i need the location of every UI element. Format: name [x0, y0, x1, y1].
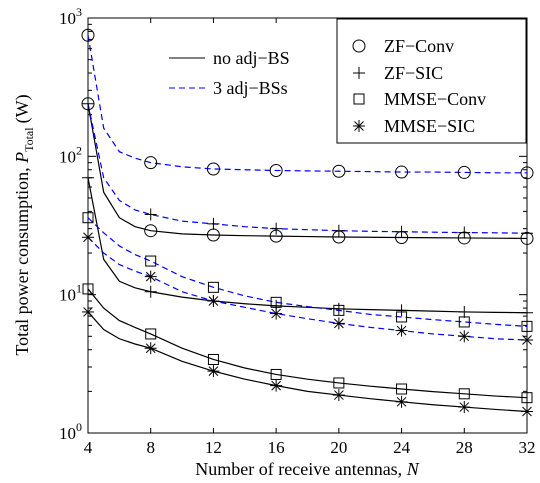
data-point-zf-sic-solid-n24 — [395, 304, 408, 317]
data-point-mmse-conv-solid-n8 — [145, 328, 157, 340]
x-tick-label: 16 — [268, 438, 285, 457]
data-point-zf-sic-solid-n8 — [144, 285, 157, 298]
legend-label-mmse-sic: MMSE−SIC — [384, 116, 475, 136]
data-point-zf-sic-dashed-n4 — [82, 97, 94, 110]
data-point-mmse-sic-dashed-n12 — [207, 294, 220, 307]
series-line-mmse-sic-dashed — [87, 236, 528, 341]
legend-marker-plus-icon — [353, 67, 365, 79]
data-point-mmse-sic-solid-n24 — [395, 395, 408, 408]
data-point-mmse-sic-solid-n32 — [521, 405, 533, 418]
marker-legend-box — [336, 18, 527, 144]
data-point-mmse-sic-dashed-n8 — [144, 270, 157, 283]
plot-area — [87, 17, 528, 434]
x-axis: 4 8 12 16 20 24 28 32 — [84, 18, 536, 457]
y-tick-label: 103 — [59, 5, 82, 28]
x-tick-label: 4 — [84, 438, 93, 457]
series-line-zf-conv-dashed — [87, 35, 527, 174]
data-point-zf-conv-dashed-n24 — [395, 165, 409, 179]
data-point-zf-conv-dashed-n20 — [332, 164, 346, 178]
data-point-mmse-conv-solid-n16 — [270, 368, 282, 380]
x-axis-label: Number of receive antennas, N — [195, 459, 419, 479]
legend-label-mmse-conv: MMSE−Conv — [384, 89, 486, 109]
data-point-zf-conv-dashed-n32 — [520, 166, 534, 180]
data-point-zf-sic-dashed-n12 — [207, 217, 220, 230]
y-tick-label: 100 — [59, 420, 82, 443]
data-point-zf-conv-dashed-n4 — [81, 28, 95, 42]
legend-label-dashed: 3 adj−BSs — [213, 78, 288, 98]
series-line-mmse-conv-solid — [87, 288, 528, 399]
data-point-mmse-conv-solid-n4 — [82, 283, 94, 295]
x-tick-label: 8 — [146, 438, 155, 457]
data-point-mmse-sic-dashed-n16 — [270, 307, 283, 320]
data-point-zf-sic-dashed-n20 — [332, 224, 345, 237]
data-point-mmse-sic-solid-n16 — [270, 379, 283, 392]
data-point-mmse-conv-dashed-n4 — [82, 212, 94, 224]
data-point-zf-sic-solid-n20 — [332, 302, 345, 315]
data-point-mmse-conv-dashed-n28 — [458, 316, 470, 328]
data-point-mmse-conv-solid-n28 — [458, 388, 470, 400]
legend-marker-square-icon — [353, 93, 365, 105]
y-tick-label: 102 — [59, 143, 82, 166]
data-point-zf-sic-dashed-n32 — [521, 227, 533, 240]
x-tick-label: 32 — [519, 438, 536, 457]
data-point-mmse-conv-dashed-n8 — [145, 255, 157, 267]
data-point-mmse-sic-dashed-n4 — [82, 231, 94, 244]
data-point-mmse-sic-dashed-n20 — [332, 317, 345, 330]
data-point-mmse-sic-dashed-n24 — [395, 324, 408, 337]
data-point-zf-sic-solid-n32 — [521, 306, 533, 319]
legend-label-zf-sic: ZF−SIC — [384, 63, 443, 83]
data-point-mmse-conv-dashed-n12 — [207, 281, 219, 293]
data-point-zf-conv-solid-n8 — [144, 224, 158, 238]
marker-layer — [81, 28, 534, 418]
line-style-legend: no adj−BS 3 adj−BSs — [169, 48, 290, 98]
data-point-zf-sic-dashed-n24 — [395, 225, 408, 238]
x-tick-label: 20 — [330, 438, 347, 457]
series-line-mmse-conv-dashed — [87, 217, 528, 327]
y-axis: 100 101 102 103 — [59, 5, 527, 443]
data-point-zf-sic-solid-n28 — [458, 305, 471, 318]
data-point-mmse-conv-solid-n12 — [207, 353, 219, 365]
data-point-mmse-sic-solid-n8 — [144, 342, 157, 355]
data-point-zf-sic-dashed-n8 — [144, 208, 157, 221]
data-point-mmse-sic-solid-n12 — [207, 365, 220, 378]
legend-label-zf-conv: ZF−Conv — [384, 36, 454, 56]
data-point-mmse-conv-solid-n32 — [521, 392, 533, 404]
x-tick-label: 12 — [205, 438, 222, 457]
data-point-mmse-conv-dashed-n24 — [396, 311, 408, 323]
data-point-zf-conv-dashed-n8 — [144, 156, 158, 170]
data-point-mmse-conv-dashed-n32 — [521, 320, 533, 332]
data-point-zf-conv-dashed-n28 — [457, 165, 471, 179]
data-point-mmse-conv-dashed-n16 — [270, 296, 282, 308]
data-point-mmse-sic-solid-n28 — [458, 401, 471, 414]
x-tick-label: 28 — [456, 438, 473, 457]
series-line-zf-conv-solid — [87, 103, 528, 240]
legend-marker-star-icon — [353, 120, 365, 132]
data-point-mmse-conv-solid-n20 — [333, 377, 345, 389]
legend-marker-circle-icon — [352, 39, 366, 53]
legend-label-solid: no adj−BS — [213, 48, 290, 68]
marker-legend: ZF−Conv ZF−SIC MMSE−Conv MMSE−SIC — [336, 18, 527, 144]
marker-legend-symbols — [352, 39, 366, 132]
y-axis-label: Total power consumption, PTotal(W) — [12, 94, 36, 355]
data-point-zf-conv-dashed-n12 — [206, 162, 220, 176]
data-point-mmse-sic-solid-n20 — [332, 389, 345, 402]
y-tick-label: 101 — [59, 282, 82, 305]
data-point-zf-sic-dashed-n28 — [458, 226, 471, 239]
data-point-mmse-conv-solid-n24 — [396, 383, 408, 395]
data-point-mmse-conv-dashed-n20 — [333, 304, 345, 316]
data-point-mmse-sic-dashed-n28 — [458, 330, 471, 343]
series-line-zf-sic-solid — [87, 177, 528, 314]
data-point-zf-sic-dashed-n16 — [270, 222, 283, 235]
x-tick-label: 24 — [393, 438, 411, 457]
data-point-zf-conv-dashed-n16 — [269, 163, 283, 177]
